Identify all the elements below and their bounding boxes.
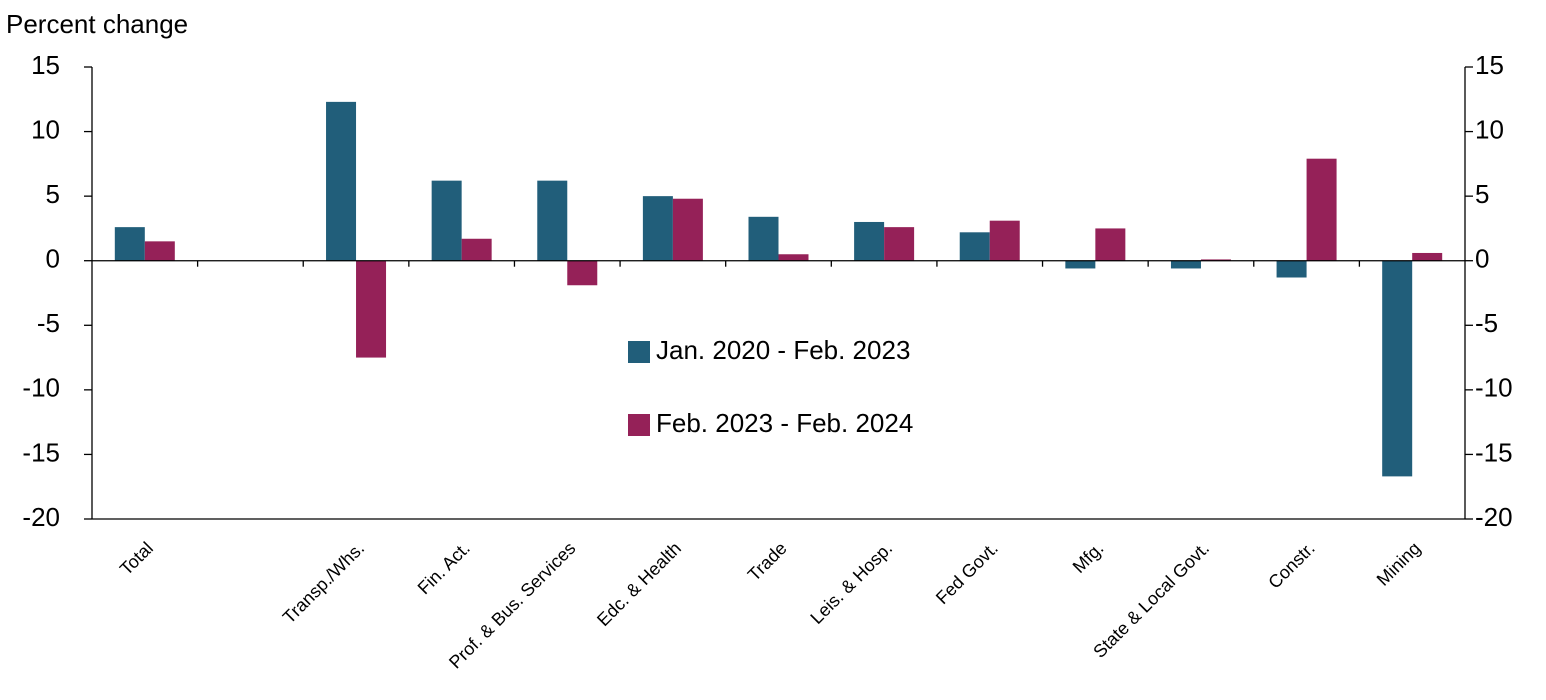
x-tick-label: Fed Govt. xyxy=(932,538,1002,608)
y2-tick-label: -15 xyxy=(1475,437,1513,467)
bar xyxy=(642,196,673,261)
x-tick-label: State & Local Govt. xyxy=(1089,538,1213,662)
bar xyxy=(144,241,175,261)
y-tick-label: -5 xyxy=(37,308,60,338)
legend-label: Feb. 2023 - Feb. 2024 xyxy=(656,408,913,438)
y2-tick-label: -10 xyxy=(1475,373,1513,403)
bar xyxy=(431,180,462,261)
bar xyxy=(672,198,703,261)
x-tick-label: Trade xyxy=(744,538,791,585)
bar xyxy=(326,101,357,261)
bar xyxy=(1412,252,1443,261)
bar xyxy=(778,254,809,261)
y-tick-label: -10 xyxy=(22,373,60,403)
x-tick-label: Leis. & Hosp. xyxy=(806,538,896,628)
x-tick-label: Transp./Whs. xyxy=(279,538,368,627)
bar xyxy=(1276,260,1307,278)
bar xyxy=(1382,260,1413,477)
x-tick-label: Mfg. xyxy=(1069,538,1108,577)
bar xyxy=(989,220,1020,261)
bar xyxy=(1306,158,1337,261)
y2-tick-label: 5 xyxy=(1475,179,1489,209)
bar xyxy=(1095,228,1126,261)
legend-swatch xyxy=(628,414,650,436)
y2-tick-label: -20 xyxy=(1475,502,1513,532)
bar xyxy=(959,232,990,261)
y2-tick-label: 15 xyxy=(1475,50,1504,80)
y-tick-label: 0 xyxy=(46,244,60,274)
bar xyxy=(1170,260,1201,269)
x-tick-label: Total xyxy=(116,538,157,579)
bar xyxy=(567,260,598,286)
bar xyxy=(537,180,568,261)
y2-tick-label: 10 xyxy=(1475,114,1504,144)
legend-label: Jan. 2020 - Feb. 2023 xyxy=(656,335,910,365)
x-tick-label: Fin. Act. xyxy=(414,538,474,598)
bar xyxy=(461,238,492,261)
y-tick-label: -20 xyxy=(22,502,60,532)
y-tick-label: 15 xyxy=(31,50,60,80)
bar xyxy=(854,221,885,261)
x-tick-label: Constr. xyxy=(1264,538,1318,592)
bar xyxy=(114,227,145,261)
bar xyxy=(748,216,779,261)
y2-tick-label: -5 xyxy=(1475,308,1498,338)
y2-tick-label: 0 xyxy=(1475,244,1489,274)
y-axis-title: Percent change xyxy=(6,9,188,39)
bar xyxy=(356,260,387,358)
bar xyxy=(1065,260,1096,269)
x-tick-label: Edc. & Health xyxy=(593,538,685,630)
legend-swatch xyxy=(628,341,650,363)
y-tick-label: 10 xyxy=(31,114,60,144)
x-tick-label: Mining xyxy=(1373,538,1425,590)
y-tick-label: 5 xyxy=(46,179,60,209)
bar xyxy=(884,227,915,261)
y-tick-label: -15 xyxy=(22,437,60,467)
